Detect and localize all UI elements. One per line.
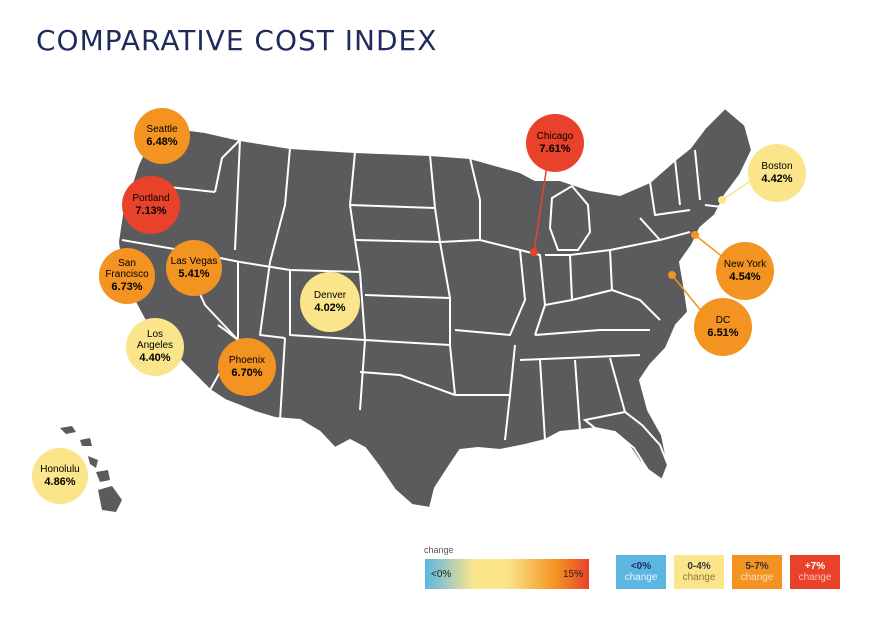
city-name: Seattle xyxy=(146,123,178,135)
city-pct: 6.51% xyxy=(707,326,739,339)
legend-key-text: change xyxy=(740,572,774,583)
legend-key-text: change xyxy=(798,572,832,583)
legend-key-range: <0% xyxy=(630,561,652,572)
legend-key-7plus: +7% change xyxy=(790,555,840,589)
bubble-chicago: Chicago 7.61% xyxy=(526,114,584,172)
city-name: Los Angeles xyxy=(136,329,174,351)
city-name: San Francisco xyxy=(105,258,149,280)
marker-chicago xyxy=(530,248,538,256)
page-title: COMPARATIVE COST INDEX xyxy=(36,24,438,57)
florida xyxy=(582,410,670,482)
legend-gradient: <0% 15% xyxy=(425,559,589,589)
city-pct: 7.13% xyxy=(135,204,167,217)
bubble-seattle: Seattle 6.48% xyxy=(134,108,190,164)
city-pct: 4.54% xyxy=(729,270,761,283)
michigan xyxy=(548,184,592,251)
city-name: DC xyxy=(715,314,731,326)
city-name: Portland xyxy=(132,192,170,204)
city-name: Honolulu xyxy=(40,463,80,475)
bubble-san-francisco: San Francisco 6.73% xyxy=(99,248,155,304)
state-borders xyxy=(121,139,731,441)
hawaii xyxy=(60,426,122,512)
legend-key-text: change xyxy=(624,572,658,583)
bubble-boston: Boston 4.42% xyxy=(748,144,806,202)
legend-label: change xyxy=(424,545,454,555)
legend-key-0-4: 0-4% change xyxy=(674,555,724,589)
city-name: Boston xyxy=(761,160,793,172)
legend-key-range: +7% xyxy=(804,561,826,572)
bubble-new-york: New York 4.54% xyxy=(716,242,774,300)
bubble-denver: Denver 4.02% xyxy=(300,272,360,332)
legend-key-5-7: 5-7% change xyxy=(732,555,782,589)
legend-key-lt0: <0% change xyxy=(616,555,666,589)
city-pct: 4.40% xyxy=(139,352,171,364)
marker-new-york xyxy=(691,231,699,239)
city-markers xyxy=(530,196,726,279)
bubble-portland: Portland 7.13% xyxy=(122,176,180,234)
city-name: New York xyxy=(723,258,767,270)
city-pct: 6.48% xyxy=(146,135,178,148)
marker-boston xyxy=(718,196,726,204)
city-pct: 4.42% xyxy=(761,172,793,185)
bubble-las-vegas: Las Vegas 5.41% xyxy=(166,240,222,296)
city-pct: 6.70% xyxy=(231,366,263,379)
leader-lines xyxy=(533,164,753,313)
city-pct: 4.02% xyxy=(314,301,346,314)
city-pct: 7.61% xyxy=(539,142,571,155)
legend-key-text: change xyxy=(682,572,716,583)
city-name: Las Vegas xyxy=(170,255,218,267)
legend-key-range: 0-4% xyxy=(687,561,711,572)
bubble-los-angeles: Los Angeles 4.40% xyxy=(126,318,184,376)
bubble-dc: DC 6.51% xyxy=(694,298,752,356)
legend-key-range: 5-7% xyxy=(745,561,769,572)
city-pct: 5.41% xyxy=(178,267,210,280)
city-pct: 4.86% xyxy=(44,475,76,488)
bubble-honolulu: Honolulu 4.86% xyxy=(32,448,88,504)
city-name: Denver xyxy=(313,289,347,301)
city-name: Phoenix xyxy=(228,354,266,366)
gradient-low-label: <0% xyxy=(431,569,452,580)
city-pct: 6.73% xyxy=(111,281,143,293)
gradient-high-label: 15% xyxy=(562,569,583,580)
marker-dc xyxy=(668,271,676,279)
city-name: Chicago xyxy=(536,130,574,142)
bubble-phoenix: Phoenix 6.70% xyxy=(218,338,276,396)
